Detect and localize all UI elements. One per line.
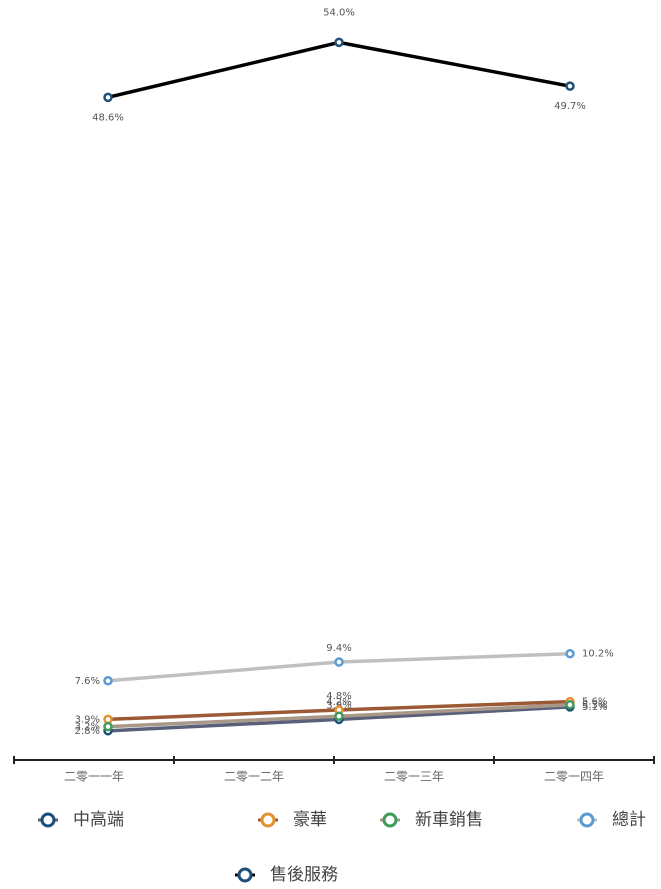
- legend-marker: [237, 867, 253, 883]
- marker: [103, 721, 113, 732]
- marker: [103, 714, 113, 725]
- data-label: 10.2%: [582, 649, 614, 660]
- x-tick-label: 二零一四年: [544, 770, 604, 784]
- data-label: 49.7%: [554, 101, 586, 112]
- data-label: 3.2%: [75, 722, 100, 733]
- marker: [334, 37, 344, 48]
- legend-marker: [382, 812, 398, 828]
- marker: [565, 700, 575, 710]
- data-label: 9.4%: [326, 643, 351, 654]
- legend-marker: [40, 812, 56, 828]
- data-label: 4.8%: [326, 691, 351, 702]
- legend-label: 中高端: [73, 810, 124, 830]
- data-label: 48.6%: [92, 112, 124, 123]
- legend-marker: [579, 812, 595, 828]
- marker: [565, 648, 575, 659]
- data-label: 4.2%: [326, 697, 351, 708]
- legend-item: 中高端: [38, 810, 124, 830]
- data-label: 7.6%: [75, 676, 100, 687]
- data-label: 54.0%: [323, 7, 355, 18]
- marker: [334, 657, 344, 667]
- x-tick-label: 二零一一年: [64, 770, 124, 784]
- data-label: 5.6%: [582, 697, 607, 708]
- legend-item: 售後服務: [235, 865, 338, 885]
- x-tick-label: 二零一三年: [384, 770, 444, 784]
- marker: [103, 92, 113, 103]
- data-label: 3.9%: [75, 714, 100, 725]
- legend-item: 總計: [577, 810, 646, 830]
- legend-item: 新車銷售: [380, 810, 483, 830]
- legend-label: 豪華: [293, 809, 327, 830]
- legend-label: 總計: [612, 810, 646, 830]
- marker: [103, 676, 113, 686]
- series-line: [107, 40, 571, 100]
- data-label: 5.3%: [582, 700, 607, 711]
- x-tick-label: 二零一二年: [224, 770, 284, 784]
- legend-item: 豪華: [258, 809, 327, 830]
- data-label: 5.1%: [582, 702, 607, 713]
- legend-marker: [260, 812, 276, 828]
- marker: [565, 81, 575, 91]
- legend-label: 新車銷售: [415, 810, 483, 830]
- legend-label: 售後服務: [270, 865, 338, 885]
- marker: [334, 711, 344, 721]
- data-label: 2.8%: [75, 726, 100, 737]
